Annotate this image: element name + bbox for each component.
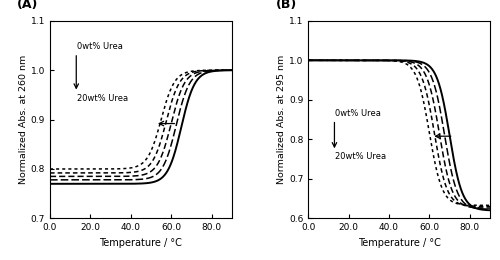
Text: 0wt% Urea: 0wt% Urea	[336, 109, 382, 118]
Text: 20wt% Urea: 20wt% Urea	[78, 94, 128, 103]
Y-axis label: Normalized Abs. at 295 nm: Normalized Abs. at 295 nm	[277, 55, 286, 184]
Text: (A): (A)	[18, 0, 38, 11]
X-axis label: Temperature / °C: Temperature / °C	[358, 238, 440, 248]
Text: 20wt% Urea: 20wt% Urea	[336, 152, 386, 161]
Text: (B): (B)	[276, 0, 296, 11]
Y-axis label: Normalized Abs. at 260 nm: Normalized Abs. at 260 nm	[19, 55, 28, 184]
X-axis label: Temperature / °C: Temperature / °C	[100, 238, 182, 248]
Text: 0wt% Urea: 0wt% Urea	[78, 42, 123, 51]
